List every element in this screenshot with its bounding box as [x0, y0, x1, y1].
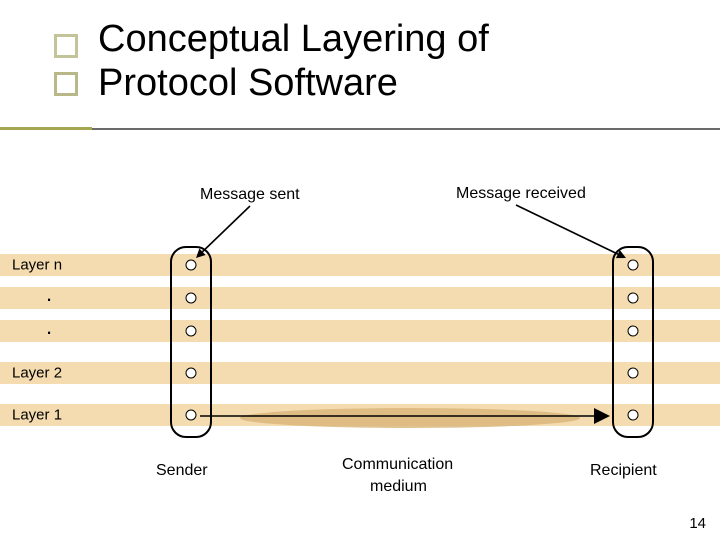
recipient-layer-node-2 [628, 326, 639, 337]
slide-title: Conceptual Layering of Protocol Software [98, 18, 489, 105]
sender-layer-node-0 [186, 260, 197, 271]
sender-layer-node-3 [186, 368, 197, 379]
label-message-sent: Message sent [200, 186, 300, 204]
recipient-layer-node-4 [628, 410, 639, 421]
header-rule-main [0, 128, 720, 130]
label-sender: Sender [156, 462, 208, 480]
label-recipient: Recipient [590, 462, 657, 480]
page-number: 14 [689, 515, 706, 532]
recipient-layer-node-3 [628, 368, 639, 379]
layer-label-0: Layer n [12, 257, 62, 274]
header-bullet-2 [54, 72, 78, 96]
layer-ellipsis-dot: . [46, 281, 52, 307]
title-line-2: Protocol Software [98, 62, 489, 106]
sender-layer-node-4 [186, 410, 197, 421]
sender-layer-node-2 [186, 326, 197, 337]
header-rule-accent [0, 127, 92, 130]
header-bullet-1 [54, 34, 78, 58]
label-message-received: Message received [456, 185, 586, 203]
title-line-1: Conceptual Layering of [98, 18, 489, 62]
layer-ellipsis-dot: . [46, 314, 52, 340]
recipient-layer-node-1 [628, 293, 639, 304]
recipient-layer-node-0 [628, 260, 639, 271]
communication-medium-shape [240, 408, 580, 428]
layer-label-3: Layer 2 [12, 365, 62, 382]
label-medium-line1: Communication [342, 456, 453, 474]
label-medium-line2: medium [370, 478, 427, 496]
sender-layer-node-1 [186, 293, 197, 304]
layer-label-4: Layer 1 [12, 407, 62, 424]
